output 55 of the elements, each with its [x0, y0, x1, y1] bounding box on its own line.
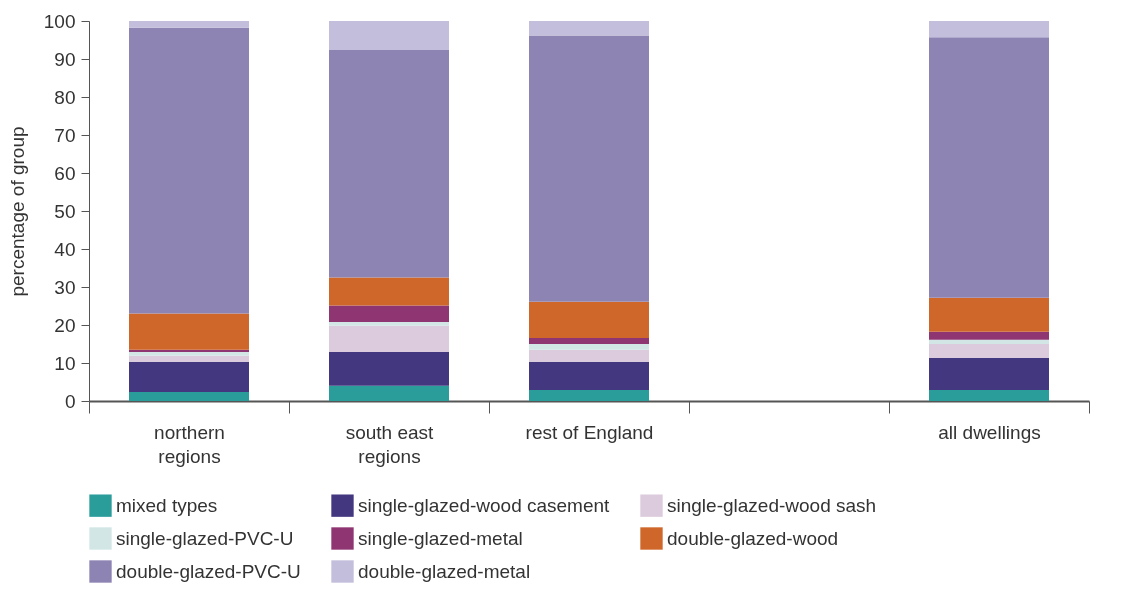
legend-label: double-glazed-wood — [667, 527, 839, 549]
legend-label: single-glazed-wood sash — [667, 494, 877, 516]
bar — [929, 21, 1049, 38]
bar — [329, 277, 449, 306]
bar — [929, 339, 1049, 344]
bar — [929, 344, 1049, 359]
bar — [329, 325, 449, 352]
y-tick-label: 60 — [54, 162, 76, 184]
bar — [529, 337, 649, 344]
y-tick-label: 30 — [54, 276, 76, 298]
bar — [329, 351, 449, 386]
bar — [129, 361, 249, 392]
legend-label: single-glazed-PVC-U — [116, 527, 294, 549]
bar — [929, 37, 1049, 298]
x-tick-label: northern regions — [154, 421, 225, 467]
bar — [529, 21, 649, 36]
bar — [929, 358, 1049, 390]
bar — [129, 351, 249, 356]
bar — [129, 355, 249, 362]
x-tick-label: all dwellings — [938, 421, 1041, 443]
y-tick-label: 0 — [64, 390, 76, 412]
y-tick-label: 50 — [54, 200, 76, 222]
bar — [529, 361, 649, 390]
bar — [529, 301, 649, 338]
x-tick-label: rest of England — [525, 421, 654, 443]
legend-label: single-glazed-wood casement — [358, 494, 611, 516]
bar — [529, 344, 649, 350]
y-tick-label: 100 — [43, 10, 76, 32]
bar — [329, 305, 449, 322]
bar — [929, 331, 1049, 340]
bar — [329, 321, 449, 326]
bar — [129, 27, 249, 314]
y-tick-label: 80 — [54, 86, 76, 108]
y-tick-label: 10 — [54, 352, 76, 374]
y-tick-label: 70 — [54, 124, 76, 146]
legend-label: mixed types — [116, 494, 218, 516]
bar — [329, 385, 449, 401]
legend-label: single-glazed-metal — [358, 527, 523, 549]
x-tick-label: south east regions — [345, 421, 435, 467]
bar — [129, 313, 249, 350]
y-tick-label: 20 — [54, 314, 76, 336]
bar — [929, 389, 1049, 401]
bar — [929, 297, 1049, 332]
legend-label: double-glazed-PVC-U — [116, 560, 301, 582]
bar — [129, 391, 249, 401]
y-tick-label: 40 — [54, 238, 76, 260]
y-tick-label: 90 — [54, 48, 76, 70]
legend-label: double-glazed-metal — [358, 560, 531, 582]
bar — [129, 21, 249, 28]
bar — [529, 349, 649, 362]
bar — [529, 389, 649, 401]
bar — [329, 49, 449, 278]
bar — [329, 21, 449, 50]
y-axis-title: percentage of group — [6, 126, 28, 297]
bar — [529, 35, 649, 302]
